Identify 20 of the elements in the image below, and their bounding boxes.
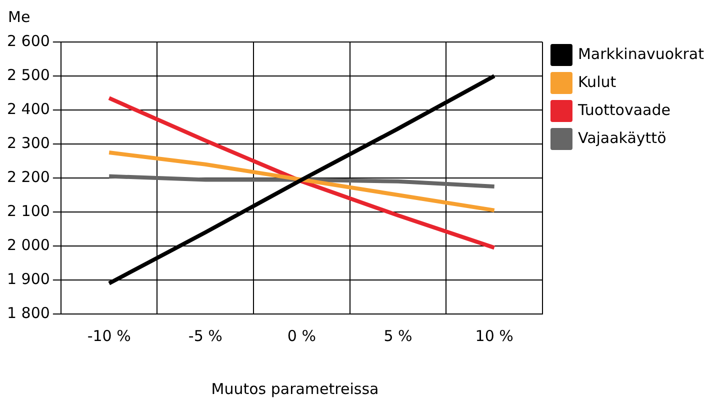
y-tick-label: 2 500 — [6, 66, 50, 84]
y-tick-label: 2 100 — [6, 202, 50, 220]
y-tick-label: 1 900 — [6, 270, 50, 288]
y-tick-label: 2 000 — [6, 236, 50, 254]
legend-label: Tuottovaade — [576, 100, 671, 119]
y-axis-title: Me — [8, 8, 30, 26]
x-tick-label: 10 % — [475, 326, 514, 345]
x-axis-title: Muutos parametreissa — [210, 380, 380, 398]
x-tick-label: -5 % — [188, 326, 222, 345]
x-tick-label: 5 % — [384, 326, 412, 345]
y-tick-label: 1 800 — [6, 304, 50, 322]
x-tick-label: -10 % — [87, 326, 131, 345]
legend-label: Vajaakäyttö — [578, 128, 666, 147]
y-tick-label: 2 400 — [6, 100, 50, 118]
y-tick-label: 2 600 — [6, 32, 50, 50]
legend-label: Kulut — [578, 72, 616, 91]
y-tick-label: 2 300 — [6, 134, 50, 152]
legend-label: Markkinavuokrat — [578, 44, 704, 63]
x-tick-label: 0 % — [287, 326, 316, 345]
y-tick-label: 2 200 — [6, 168, 50, 186]
